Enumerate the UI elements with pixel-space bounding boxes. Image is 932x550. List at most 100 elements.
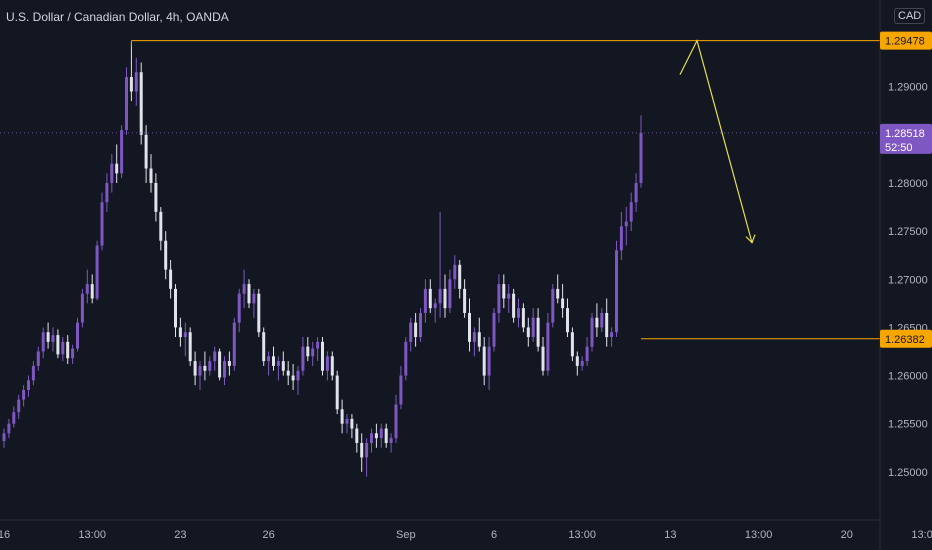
candle-body	[316, 341, 320, 349]
time-tick-label: 23	[174, 529, 186, 541]
candle-body	[66, 341, 70, 359]
candle-body	[46, 332, 50, 342]
candle-body	[634, 182, 638, 203]
candle-body	[159, 211, 163, 241]
candle-body	[575, 356, 579, 366]
candle-body	[487, 346, 491, 376]
candle-body	[600, 312, 604, 328]
candle-body	[590, 317, 594, 347]
candle-body	[472, 332, 476, 342]
candle-body	[272, 356, 275, 366]
candle-body	[56, 335, 60, 355]
candle-body	[76, 322, 79, 349]
resistance-price-tag-bg	[880, 31, 932, 50]
candle-body	[183, 332, 187, 338]
candle-body	[433, 303, 437, 309]
time-tick-label: 13:00	[745, 529, 773, 541]
candle-body	[374, 433, 378, 439]
candle-body	[267, 356, 271, 362]
candle-body	[531, 317, 535, 338]
candle-body	[521, 308, 525, 328]
candle-body	[27, 380, 30, 390]
candle-body	[492, 312, 496, 347]
time-tick-label: 13	[664, 529, 676, 541]
candle-body	[463, 288, 467, 313]
candle-body	[178, 327, 182, 338]
candle-body	[17, 399, 21, 413]
candle-body	[610, 332, 614, 338]
candle-body	[232, 322, 236, 366]
levels-layer	[0, 40, 880, 340]
resistance-price-tag: 1.29478	[885, 36, 925, 48]
candle-body	[394, 404, 398, 439]
candle-body	[419, 312, 422, 338]
candle-body	[252, 293, 256, 304]
current-price-tag: 1.28518	[885, 128, 925, 140]
candle-body	[448, 279, 452, 309]
currency-button[interactable]: CAD	[894, 8, 926, 24]
candle-body	[624, 221, 628, 227]
candle-body	[639, 132, 643, 183]
price-tick-label: 1.26000	[888, 371, 928, 383]
candle-body	[585, 346, 589, 362]
candle-body	[325, 356, 329, 371]
candle-body	[370, 433, 373, 443]
candle-body	[438, 288, 442, 304]
candle-body	[198, 365, 202, 376]
candle-body	[174, 288, 177, 328]
candle-body	[536, 317, 540, 347]
candle-body	[281, 361, 285, 371]
candle-body	[561, 298, 565, 309]
candle-body	[12, 412, 16, 424]
candle-body	[41, 332, 45, 352]
candle-body	[296, 370, 300, 381]
candle-body	[169, 269, 173, 289]
candle-body	[257, 293, 261, 333]
candle-body	[227, 361, 231, 366]
arrow-drawing[interactable]	[679, 38, 756, 244]
candle-body	[276, 361, 280, 366]
candle-body	[306, 346, 310, 357]
candle-body	[615, 250, 618, 333]
candle-body	[335, 375, 339, 410]
candle-body	[286, 370, 290, 376]
candle-body	[2, 433, 6, 442]
candle-body	[629, 202, 633, 222]
time-tick-label: 13:00	[568, 529, 596, 541]
candle-body	[115, 163, 119, 174]
candle-body	[237, 293, 241, 323]
candle-body	[100, 202, 104, 246]
candle-body	[105, 182, 109, 203]
candle-body	[619, 226, 623, 251]
candle-body	[262, 332, 266, 362]
candle-body	[345, 418, 349, 424]
candle-body	[384, 428, 388, 443]
candle-body	[125, 77, 128, 130]
time-tick-label: 6	[491, 529, 497, 541]
price-tick-label: 1.27000	[888, 274, 928, 286]
time-tick-label: 16	[0, 529, 10, 541]
candle-body	[443, 288, 447, 309]
support-price-tag: 1.26382	[885, 334, 925, 346]
candle-countdown: 52:50	[885, 142, 913, 154]
time-tick-label: 13:00	[911, 529, 932, 541]
candle-body	[213, 351, 217, 362]
candle-body	[399, 375, 403, 405]
candle-body	[311, 348, 315, 357]
candle-body	[404, 341, 408, 376]
current-price-tag-bg	[880, 123, 932, 154]
candle-body	[468, 312, 471, 342]
candle-body	[482, 346, 486, 376]
candle-body	[595, 317, 599, 328]
candle-body	[541, 346, 545, 371]
candle-body	[414, 322, 418, 338]
candle-body	[497, 284, 501, 313]
candle-body	[605, 312, 609, 338]
time-tick-label: 26	[262, 529, 274, 541]
candle-body	[129, 77, 133, 92]
candle-body	[517, 308, 520, 318]
candle-body	[458, 264, 462, 289]
projection-arrow-line	[679, 38, 753, 243]
